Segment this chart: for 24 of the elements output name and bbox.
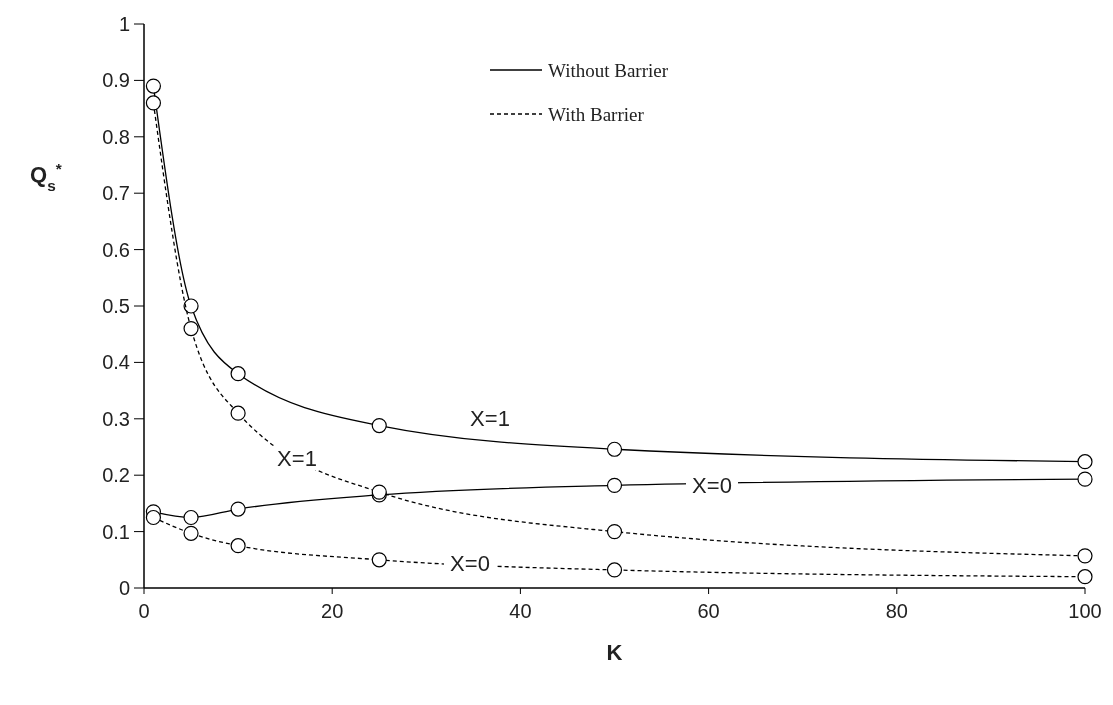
x-tick-label: 40 (509, 600, 532, 622)
annotation: X=1 (277, 446, 317, 471)
x-axis-title: K (606, 640, 623, 665)
y-tick-label: 0.8 (102, 125, 130, 148)
x-tick-label: 0 (138, 600, 150, 622)
annotation: X=0 (450, 551, 490, 576)
y-tick-label: 0.1 (102, 520, 130, 543)
y-tick-label: 0.6 (102, 238, 130, 261)
legend-label: Without Barrier (548, 60, 669, 81)
y-tick-label: 0.5 (102, 295, 130, 317)
y-tick-label: 0.3 (102, 407, 130, 430)
annotation: X=1 (470, 406, 510, 431)
y-tick-label: 0.4 (102, 351, 130, 374)
x-tick-label: 20 (321, 600, 344, 622)
y-tick-label: 0.2 (102, 464, 130, 487)
y-tick-label: 1 (118, 13, 130, 35)
y-tick-label: 0.9 (102, 69, 130, 92)
legend-label: With Barrier (548, 104, 645, 125)
y-tick-label: 0 (118, 577, 130, 599)
annotation: X=0 (692, 473, 732, 498)
x-tick-label: 100 (1068, 600, 1102, 622)
x-tick-label: 80 (885, 600, 908, 622)
y-tick-label: 0.7 (102, 182, 130, 205)
x-tick-label: 60 (697, 600, 720, 622)
